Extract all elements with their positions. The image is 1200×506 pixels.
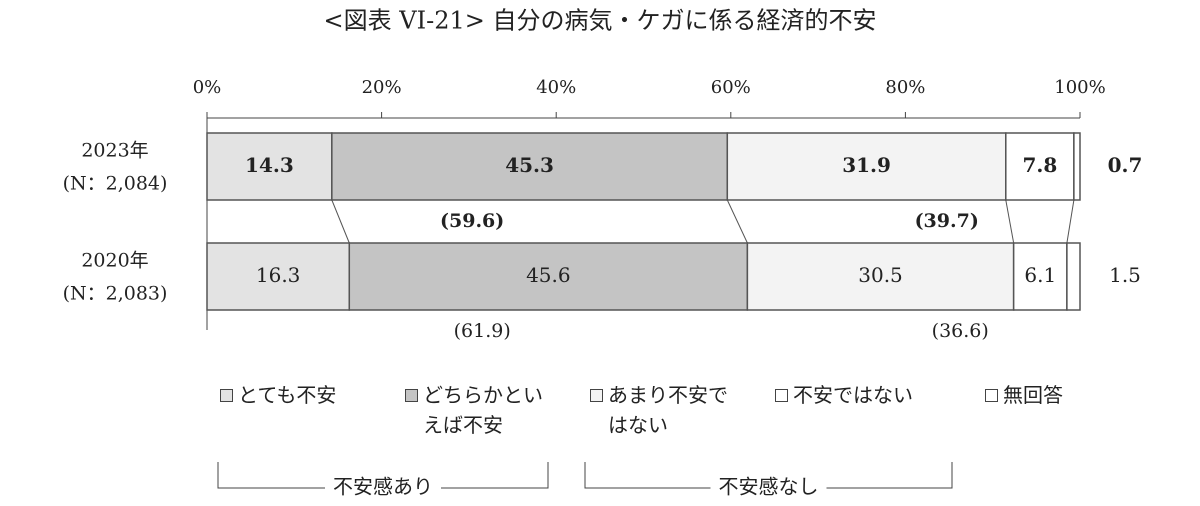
legend-label: とても不安 bbox=[238, 383, 337, 407]
legend-item: とても不安 bbox=[220, 380, 380, 410]
bar-segment bbox=[1012, 242, 1068, 311]
bar-segment bbox=[1005, 132, 1075, 201]
bar-segment bbox=[331, 132, 729, 201]
category-label: 2023年 bbox=[81, 140, 148, 162]
x-tick-label: 20% bbox=[362, 77, 402, 98]
legend-item: あまり不安ではない bbox=[590, 380, 740, 440]
value-label: 31.9 bbox=[842, 153, 891, 177]
connector bbox=[726, 199, 748, 244]
legend-item: 不安ではない bbox=[775, 380, 955, 410]
bar-segment bbox=[206, 242, 351, 311]
legend-label: どちらかといえば不安 bbox=[423, 383, 543, 437]
value-label: 7.8 bbox=[1022, 153, 1057, 177]
value-label: 16.3 bbox=[256, 263, 301, 287]
value-label: 30.5 bbox=[858, 263, 903, 287]
legend-swatch bbox=[775, 389, 788, 402]
legend-item: 無回答 bbox=[985, 380, 1105, 410]
x-tick-label: 80% bbox=[885, 77, 925, 98]
group-bracket bbox=[217, 462, 549, 489]
connector bbox=[1066, 199, 1075, 244]
legend-label: 不安ではない bbox=[793, 383, 913, 407]
bar-segment bbox=[1073, 132, 1081, 201]
x-tick-label: 40% bbox=[536, 77, 576, 98]
legend-swatch bbox=[590, 389, 603, 402]
x-tick-label: 0% bbox=[193, 77, 222, 98]
group-total: (36.6) bbox=[932, 320, 989, 342]
legend-label: 無回答 bbox=[1003, 383, 1063, 407]
value-label: 6.1 bbox=[1024, 263, 1056, 287]
chart-title: <図表 VI-21> 自分の病気・ケガに係る経済的不安 bbox=[324, 7, 877, 35]
category-label: 2020年 bbox=[81, 250, 148, 272]
legend-label: あまり不安ではない bbox=[608, 383, 728, 437]
legend-swatch bbox=[985, 389, 998, 402]
group-label: 不安感あり bbox=[333, 475, 433, 499]
group-total: (61.9) bbox=[454, 320, 511, 342]
x-tick-label: 60% bbox=[711, 77, 751, 98]
connector bbox=[1005, 199, 1015, 244]
value-label: 1.5 bbox=[1109, 263, 1141, 287]
bar-segment bbox=[206, 132, 333, 201]
group-total: (39.7) bbox=[915, 210, 979, 232]
legend-item: どちらかといえば不安 bbox=[405, 380, 555, 440]
group-total: (59.6) bbox=[440, 210, 504, 232]
category-note: (N：2,084) bbox=[63, 173, 168, 195]
value-label: 45.6 bbox=[526, 263, 571, 287]
value-label: 14.3 bbox=[245, 153, 294, 177]
x-tick-label: 100% bbox=[1054, 77, 1105, 98]
bar-segment bbox=[726, 132, 1007, 201]
group-bracket bbox=[584, 462, 953, 489]
value-label: 0.7 bbox=[1108, 153, 1143, 177]
category-note: (N：2,083) bbox=[63, 283, 168, 305]
bar-segment bbox=[746, 242, 1015, 311]
legend-swatch bbox=[405, 389, 418, 402]
value-label: 45.3 bbox=[505, 153, 554, 177]
group-label: 不安感なし bbox=[719, 475, 819, 499]
bar-segment bbox=[1066, 242, 1081, 311]
connector bbox=[331, 199, 350, 244]
legend-swatch bbox=[220, 389, 233, 402]
